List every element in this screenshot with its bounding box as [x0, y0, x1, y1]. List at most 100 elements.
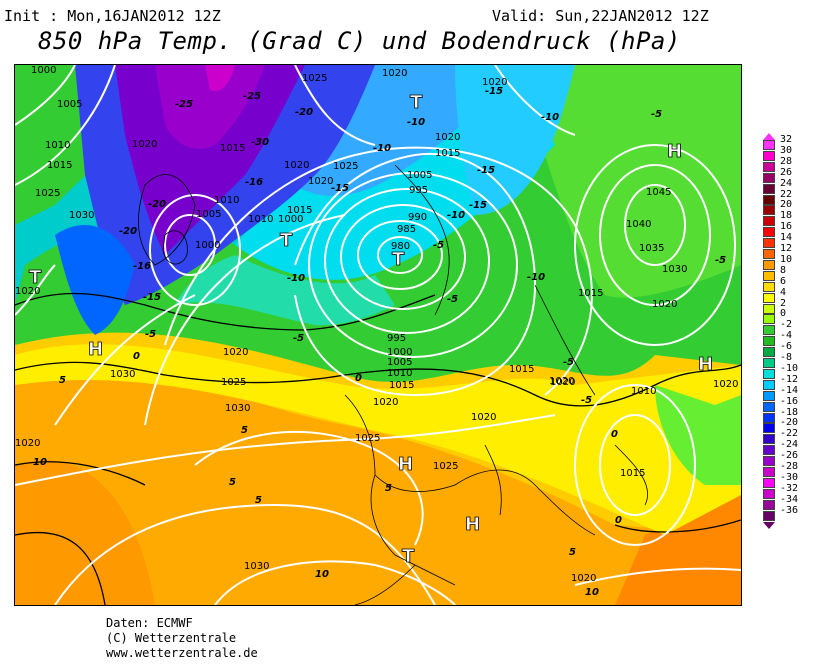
- isobar-label: 1020: [550, 377, 575, 388]
- orange-zone: [15, 360, 741, 605]
- isobar-se-low-inner: [599, 414, 671, 516]
- weather-map[interactable]: H H H H H T T T T T 1000 1005 1010 1015 …: [14, 64, 742, 606]
- legend-swatch: [763, 401, 775, 412]
- isotherm-label: 10: [33, 457, 47, 468]
- isobar-label: 1020: [223, 347, 248, 358]
- legend-label: 14: [780, 232, 793, 244]
- isobar-label: 1030: [244, 561, 269, 572]
- isobar-label: 1040: [626, 219, 651, 230]
- isotherm-label: -5: [293, 333, 304, 344]
- legend-label: 32: [780, 134, 793, 145]
- purple-core: [115, 65, 305, 255]
- legend-swatch: [763, 423, 775, 434]
- isotherm-label: -5: [715, 255, 726, 266]
- isotherm-label: 10: [585, 587, 599, 598]
- isotherm-label: 10: [315, 569, 329, 580]
- isobar-label: 1010: [631, 386, 656, 397]
- isotherm-label: -25: [175, 99, 193, 110]
- legend-swatch: [763, 161, 775, 172]
- isotherm-label: -30: [251, 137, 269, 148]
- legend-swatch: [763, 227, 775, 238]
- isotherm-label: -15: [469, 200, 487, 211]
- isotherm-label: -5: [433, 240, 444, 251]
- isobar-lines: [15, 65, 741, 605]
- isobar-west-low-inner: [164, 214, 216, 276]
- isotherm-label: -25: [243, 91, 261, 102]
- isobar-label: 1015: [509, 364, 534, 375]
- isotherm-label-group: -25 -25 -30 -20 -16 -15 -20 -20 -16 -15 …: [33, 86, 726, 598]
- legend-label: 24: [780, 177, 793, 189]
- legend-bottom-cap: [763, 521, 775, 529]
- isobar-label: 1015: [220, 143, 245, 154]
- isobar-label: 1010: [214, 195, 239, 206]
- isotherm-label: -5: [145, 329, 156, 340]
- isotherm-label: -15: [143, 292, 161, 303]
- isobar-label: 1005: [196, 209, 221, 220]
- isobar-label: 1030: [110, 369, 135, 380]
- isobar-label: 1025: [333, 161, 358, 172]
- isobar-label: 1020: [15, 286, 40, 297]
- isotherm-label: -10: [407, 117, 425, 128]
- low-pressure-label: T: [280, 230, 293, 251]
- credits-website[interactable]: www.wetterzentrale.de: [106, 646, 258, 660]
- legend-label: -14: [780, 384, 799, 396]
- isobar-label: 1020: [435, 132, 460, 143]
- legend-label: -2: [780, 319, 793, 331]
- legend-swatch: [763, 445, 775, 456]
- legend-label: -18: [780, 406, 799, 418]
- legend-swatch: [763, 270, 775, 281]
- isobar-980: [377, 236, 423, 274]
- isobar-label: 990: [408, 212, 427, 223]
- legend-swatch: [763, 216, 775, 227]
- legend-swatch: [763, 183, 775, 194]
- legend-label: -16: [780, 395, 799, 407]
- isobar-west-low: [149, 194, 241, 306]
- isotherm-label: -10: [447, 210, 465, 221]
- chart-title: 850 hPa Temp. (Grad C) und Bodendruck (h…: [38, 27, 681, 55]
- isobar-label: 1005: [57, 99, 82, 110]
- legend-swatch: [763, 292, 775, 303]
- legend-label: -28: [780, 461, 799, 472]
- legend-label: 12: [780, 243, 793, 254]
- isotherm-label: 5: [241, 425, 248, 436]
- high-pressure-label: H: [667, 141, 682, 162]
- isotherm-label: -5: [563, 357, 574, 368]
- legend-label: 28: [780, 155, 793, 167]
- init-time: Init : Mon,16JAN2012 12Z: [4, 7, 221, 25]
- map-canvas: H H H H H T T T T T 1000 1005 1010 1015 …: [15, 65, 741, 605]
- isobar-label: 1015: [620, 468, 645, 479]
- legend-swatch: [763, 499, 775, 510]
- coastlines: [138, 164, 648, 605]
- isotherm-label: -10: [527, 272, 545, 283]
- isobar-label: 1015: [435, 148, 460, 159]
- credits-copyright: (C) Wetterzentrale: [106, 631, 237, 645]
- legend-label: 30: [780, 144, 793, 156]
- legend-label: 18: [780, 210, 793, 222]
- isotherm-label: -5: [581, 395, 592, 406]
- isobar-label: 1015: [47, 160, 72, 171]
- purple-core-inner: [155, 65, 265, 149]
- high-pressure-label: H: [465, 514, 480, 535]
- isobar-label: 1000: [387, 347, 412, 358]
- isotherm-label: 5: [385, 483, 392, 494]
- low-pressure-label: T: [392, 249, 405, 270]
- legend-label: -30: [780, 471, 799, 483]
- isotherm-label: -15: [331, 183, 349, 194]
- isobar-label: 1020: [471, 412, 496, 423]
- orange-zone-se: [615, 495, 741, 605]
- yellow-band: [15, 344, 741, 535]
- credits-data-source: Daten: ECMWF: [106, 616, 193, 630]
- isobar-990: [340, 204, 466, 310]
- isobar-label: 1030: [662, 264, 687, 275]
- isobar-label: 1015: [389, 380, 414, 391]
- isobar-label: 995: [387, 333, 406, 344]
- legend-label: 2: [780, 297, 787, 309]
- isotherm-label: -10: [373, 143, 391, 154]
- legend-label: -12: [780, 373, 799, 385]
- legend-swatch: [763, 172, 775, 183]
- isotherm-label: -10: [541, 112, 559, 123]
- valid-time: Valid: Sun,22JAN2012 12Z: [492, 7, 709, 25]
- isobar-label: 1025: [355, 433, 380, 444]
- legend-label: -20: [780, 417, 799, 429]
- legend-label: -36: [780, 504, 799, 516]
